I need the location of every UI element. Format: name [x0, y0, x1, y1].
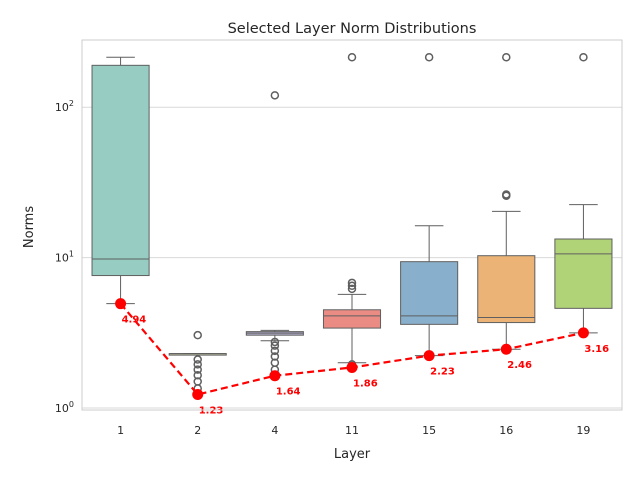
min-value-label: 1.23 — [199, 405, 224, 416]
y-tick-label: 100 — [55, 400, 74, 415]
box-layer-16 — [477, 255, 536, 324]
outlier-point — [424, 53, 434, 62]
box-layer — [91, 56, 613, 364]
outlier-point — [579, 53, 588, 62]
box-layer-1 — [91, 64, 150, 277]
y-axis-title: Norms — [22, 206, 37, 248]
x-tick-label: 1 — [117, 424, 124, 437]
y-tick-label: 102 — [55, 99, 74, 114]
min-value-label: 1.86 — [353, 378, 378, 389]
x-tick-label: 4 — [271, 424, 278, 437]
outlier-point — [270, 358, 280, 367]
min-value-label: 2.23 — [430, 367, 455, 378]
outlier-point — [193, 355, 202, 364]
min-value-label: 1.64 — [276, 387, 301, 398]
min-value-label: 2.46 — [507, 360, 532, 371]
outlier-point — [347, 284, 357, 294]
outlier-point — [347, 278, 357, 288]
outlier-point — [502, 190, 511, 199]
min-value-label: 4.94 — [122, 315, 147, 326]
outlier-point — [193, 330, 202, 340]
y-tick-label: 101 — [55, 250, 74, 265]
chart-title: Selected Layer Norm Distributions — [228, 21, 477, 37]
outlier-point — [270, 341, 280, 350]
min-point — [423, 350, 435, 362]
x-axis-title: Layer — [334, 447, 371, 462]
min-value-label: 3.16 — [584, 344, 609, 355]
outlier-point — [270, 346, 280, 356]
plot-frame — [81, 39, 623, 411]
x-tick-label: 15 — [422, 424, 436, 437]
x-tick-label: 16 — [499, 424, 513, 437]
x-tick-label: 11 — [345, 424, 359, 437]
box-layer-15 — [400, 261, 459, 325]
outlier-point — [193, 377, 202, 386]
box-layer-19 — [554, 238, 613, 309]
outlier-point — [193, 365, 202, 374]
outlier-point — [193, 371, 202, 380]
outlier-point — [270, 91, 280, 100]
box-layer-11 — [322, 309, 382, 329]
outlier-point — [502, 53, 511, 62]
min-point — [192, 388, 204, 400]
min-point — [577, 327, 589, 339]
outlier-point — [193, 360, 202, 369]
outlier-point — [270, 352, 280, 361]
x-tick-label: 19 — [576, 424, 590, 437]
min-series-layer: 4.94 1.23 1.64 1.86 2.23 2.46 3.16 — [115, 298, 609, 416]
min-point — [269, 370, 281, 382]
min-point — [115, 298, 127, 310]
outlier-point — [270, 337, 280, 347]
axis-layer: 100 101 102 1 2 4 11 15 16 19 — [55, 39, 623, 437]
min-point — [346, 361, 358, 373]
x-tick-label: 2 — [194, 424, 201, 437]
outlier-point — [347, 53, 357, 62]
outlier-point — [347, 281, 357, 291]
min-point — [500, 343, 512, 355]
